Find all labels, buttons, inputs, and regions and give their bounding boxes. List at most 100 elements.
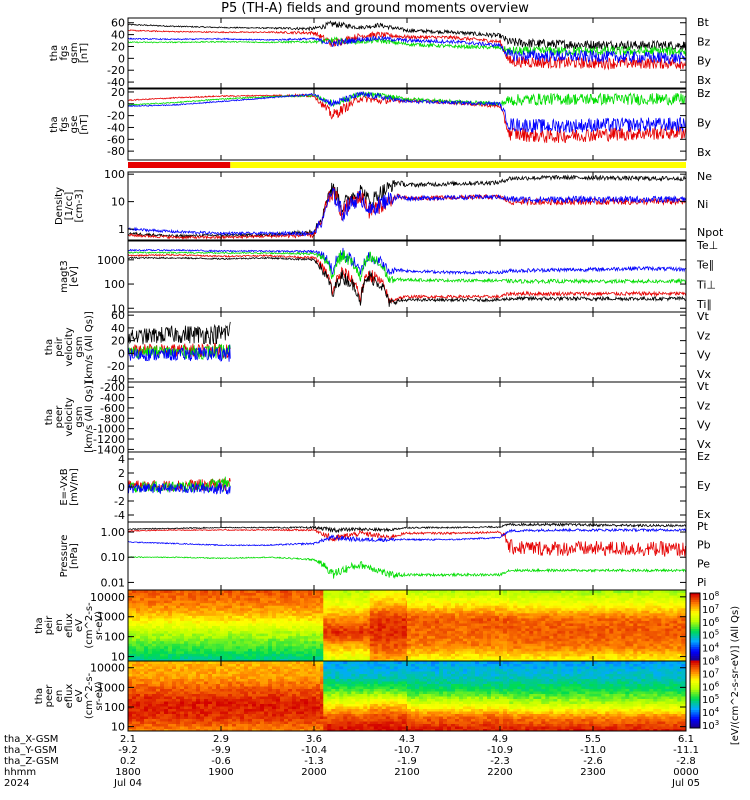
heatmap-cell <box>581 638 586 642</box>
heatmap-cell <box>355 645 360 649</box>
heatmap-cell <box>605 633 610 637</box>
heatmap-cell <box>208 633 213 637</box>
heatmap-cell <box>665 643 670 647</box>
heatmap-cell <box>136 663 141 667</box>
heatmap-cell <box>208 703 213 707</box>
heatmap-cell <box>541 592 546 596</box>
heatmap-cell <box>180 666 185 669</box>
heatmap-cell <box>435 610 440 614</box>
heatmap-cell <box>621 625 626 629</box>
heatmap-cell <box>541 630 546 634</box>
heatmap-cell <box>136 671 141 674</box>
heatmap-cell <box>180 691 185 694</box>
heatmap-cell <box>236 625 241 629</box>
heatmap-cell <box>132 683 137 687</box>
y-tick-label: 20 <box>111 86 125 99</box>
heatmap-cell <box>148 711 153 714</box>
heatmap-cell <box>144 668 149 672</box>
heatmap-cell <box>359 648 364 652</box>
heatmap-cell <box>196 630 201 634</box>
heatmap-cell <box>156 638 161 642</box>
heatmap-cell <box>537 655 542 659</box>
heatmap-cell <box>419 622 424 626</box>
heatmap-cell <box>148 617 153 621</box>
heatmap-cell <box>541 595 546 599</box>
heatmap-cell <box>401 630 407 634</box>
series-line-Ti⊥ <box>128 247 686 276</box>
heatmap-cell <box>507 617 512 621</box>
heatmap-cell <box>156 622 161 626</box>
heatmap-cell <box>260 638 265 642</box>
heatmap-cell <box>419 607 424 611</box>
heatmap-cell <box>176 671 181 674</box>
heatmap-cell <box>381 620 387 624</box>
heatmap-cell <box>369 640 375 644</box>
heatmap-cell <box>681 592 686 596</box>
heatmap-cell <box>252 648 257 652</box>
heatmap-cell <box>419 630 424 634</box>
heatmap-cell <box>443 610 448 614</box>
heatmap-cell <box>475 630 480 634</box>
heatmap-cell <box>549 650 554 654</box>
heatmap-cell <box>545 592 550 596</box>
heatmap-cell <box>487 658 492 661</box>
heatmap-cell <box>292 638 297 642</box>
heatmap-cell <box>280 643 285 647</box>
heatmap-cell <box>132 681 137 684</box>
heatmap-cell <box>248 615 253 619</box>
heatmap-cell <box>605 638 610 642</box>
heatmap-cell <box>252 600 257 604</box>
heatmap-cell <box>228 655 233 659</box>
heatmap-cell <box>188 592 193 596</box>
heatmap-cell <box>431 658 436 661</box>
heatmap-cell <box>503 655 508 659</box>
heatmap-cell <box>212 726 217 729</box>
heatmap-cell <box>463 630 468 634</box>
heatmap-cell <box>581 622 586 626</box>
heatmap-cell <box>292 605 297 609</box>
heatmap-cell <box>657 638 662 642</box>
heatmap-cell <box>557 645 562 649</box>
heatmap-cell <box>292 607 297 611</box>
heatmap-cell <box>653 617 658 621</box>
heatmap-cell <box>467 635 472 639</box>
heatmap-cell <box>589 650 594 654</box>
heatmap-cell <box>359 620 364 624</box>
heatmap-cell <box>363 600 368 604</box>
heatmap-cell <box>152 600 157 604</box>
heatmap-cell <box>499 615 504 619</box>
heatmap-cell <box>220 592 225 596</box>
heatmap-cell <box>272 655 277 659</box>
heatmap-cell <box>196 650 201 654</box>
heatmap-cell <box>128 602 133 606</box>
heatmap-cell <box>367 597 372 601</box>
heatmap-cell <box>323 605 328 609</box>
heatmap-cell <box>204 658 209 661</box>
legend-label: Bx <box>697 146 712 159</box>
heatmap-cell <box>589 640 594 644</box>
heatmap-cell <box>284 645 289 649</box>
heatmap-cell <box>128 713 133 717</box>
heatmap-cell <box>327 640 332 644</box>
heatmap-cell <box>308 640 313 644</box>
heatmap-cell <box>467 607 472 611</box>
heatmap-cell <box>373 602 379 606</box>
heatmap-cell <box>144 607 149 611</box>
heatmap-cell <box>577 638 582 642</box>
heatmap-cell <box>529 638 534 642</box>
heatmap-cell <box>411 622 416 626</box>
heatmap-cell <box>369 595 375 599</box>
heatmap-cell <box>240 602 245 606</box>
heatmap-cell <box>359 610 364 614</box>
heatmap-cell <box>381 638 387 642</box>
heatmap-cell <box>533 638 538 642</box>
heatmap-cell <box>443 592 448 596</box>
heatmap-cell <box>573 638 578 642</box>
heatmap-cell <box>208 628 213 632</box>
heatmap-cell <box>132 645 137 649</box>
heatmap-cell <box>415 612 420 616</box>
heatmap-cell <box>499 607 504 611</box>
heatmap-cell <box>407 653 412 657</box>
heatmap-cell <box>327 602 332 606</box>
